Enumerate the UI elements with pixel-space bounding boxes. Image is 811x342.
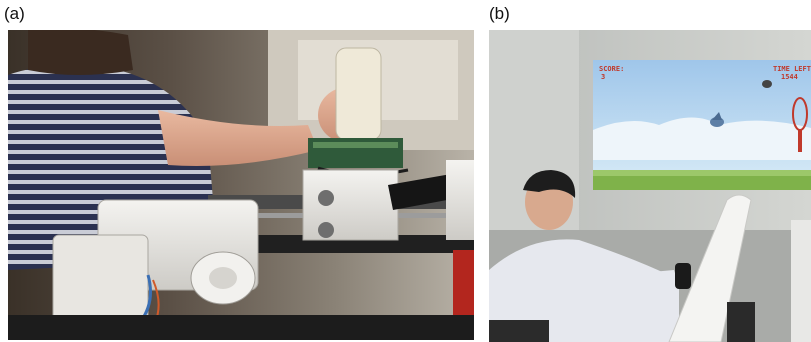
score-value: 3: [601, 73, 605, 81]
panel-b-label: (b): [489, 4, 510, 23]
score-label: SCORE:: [599, 65, 624, 73]
panel-a-label: (a): [4, 4, 25, 23]
photo-game-session: SCORE: 3 TIME LEFT 1544: [489, 30, 811, 342]
insect-sprite: [762, 80, 772, 88]
time-left-value: 1544: [781, 73, 798, 81]
time-left-label: TIME LEFT: [773, 65, 811, 73]
robot-column: [668, 194, 752, 342]
photo-robot-device: [8, 30, 474, 340]
person: [489, 239, 679, 342]
